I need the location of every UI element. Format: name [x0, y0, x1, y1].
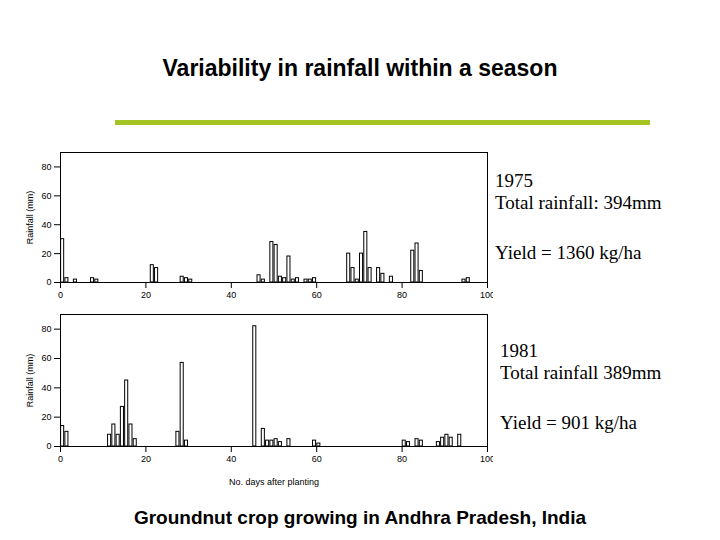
html-text:Yield = 901 kg/ha: Yield = 901 kg/ha	[500, 412, 637, 433]
svg-text:Rainfall (mm): Rainfall (mm)	[25, 354, 35, 408]
html-text:1981: 1981	[500, 340, 538, 361]
html-text:Yield = 1360 kg/ha: Yield = 1360 kg/ha	[495, 242, 642, 263]
svg-text:40: 40	[41, 220, 51, 230]
svg-text:0: 0	[46, 441, 51, 451]
svg-text:0: 0	[46, 277, 51, 287]
svg-text:No. days after planting: No. days after planting	[229, 477, 319, 487]
html-text:1975: 1975	[495, 170, 533, 191]
svg-text:Rainfall (mm): Rainfall (mm)	[25, 191, 35, 245]
svg-text:20: 20	[141, 454, 151, 464]
svg-text:60: 60	[41, 353, 51, 363]
html-text:Variability in rainfall within: Variability in rainfall within a season	[162, 55, 558, 81]
svg-text:0: 0	[58, 454, 63, 464]
html-text:Total rainfall 389mm: Total rainfall 389mm	[500, 362, 662, 383]
svg-text:40: 40	[226, 290, 236, 300]
html-text:Total rainfall: 394mm: Total rainfall: 394mm	[495, 192, 662, 213]
svg-text:80: 80	[397, 454, 407, 464]
svg-text:20: 20	[41, 412, 51, 422]
svg-text:80: 80	[41, 162, 51, 172]
svg-text:80: 80	[397, 290, 407, 300]
svg-text:60: 60	[312, 454, 322, 464]
svg-text:100: 100	[480, 290, 493, 300]
svg-text:80: 80	[41, 324, 51, 334]
svg-text:40: 40	[226, 454, 236, 464]
svg-text:20: 20	[141, 290, 151, 300]
svg-text:100: 100	[480, 454, 493, 464]
html-text:Groundnut crop growing in Andh: Groundnut crop growing in Andhra Pradesh…	[133, 507, 587, 528]
svg-text:60: 60	[41, 191, 51, 201]
svg-text:60: 60	[312, 290, 322, 300]
svg-text:20: 20	[41, 248, 51, 258]
svg-text:40: 40	[41, 383, 51, 393]
svg-text:0: 0	[58, 290, 63, 300]
